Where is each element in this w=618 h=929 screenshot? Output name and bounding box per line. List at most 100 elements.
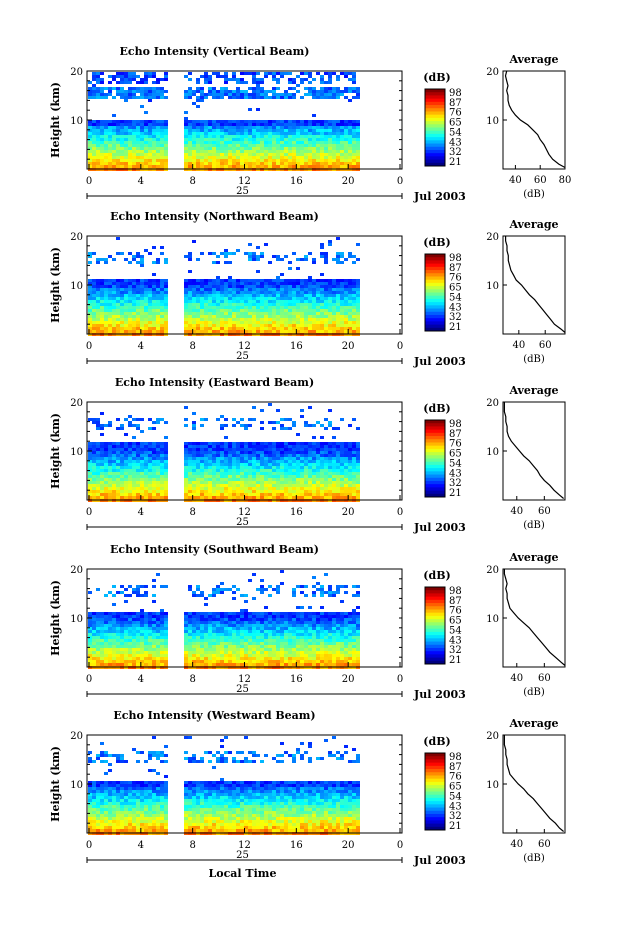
heatmap-cell — [316, 324, 320, 327]
heatmap-cell — [184, 442, 188, 445]
x-tick-label: 0 — [86, 176, 92, 187]
heatmap-cell — [136, 457, 140, 460]
heatmap-cell — [280, 75, 284, 78]
y-tick-label: 20 — [70, 67, 83, 78]
heatmap-cell — [264, 493, 268, 496]
heatmap-cell — [96, 144, 100, 147]
heatmap-cell — [88, 255, 92, 258]
heatmap-cell — [92, 303, 96, 306]
heatmap-cell — [108, 306, 112, 309]
heatmap-cell — [188, 642, 192, 645]
heatmap-cell — [352, 490, 356, 493]
heatmap-cell — [352, 162, 356, 165]
heatmap-cell — [232, 252, 236, 255]
heatmap-cell — [348, 490, 352, 493]
heatmap-cell — [292, 81, 296, 84]
day-label: 25 — [236, 186, 249, 197]
heatmap-cell — [96, 129, 100, 132]
heatmap-cell — [192, 123, 196, 126]
heatmap-cell — [96, 327, 100, 330]
heatmap-cell — [200, 129, 204, 132]
heatmap-cell — [112, 321, 116, 324]
heatmap-cell — [128, 612, 132, 615]
heatmap-cell — [144, 297, 148, 300]
heatmap-cell — [140, 294, 144, 297]
heatmap-cell — [352, 294, 356, 297]
heatmap-cell — [212, 303, 216, 306]
heatmap-cell — [204, 618, 208, 621]
heatmap-cell — [312, 282, 316, 285]
heatmap-cell — [216, 490, 220, 493]
colorbar-frame — [424, 253, 446, 332]
heatmap-cell — [288, 153, 292, 156]
heatmap-cell — [212, 460, 216, 463]
heatmap-cell — [232, 463, 236, 466]
heatmap-cell — [308, 424, 312, 427]
heatmap-cell — [304, 120, 308, 123]
heatmap-cell — [112, 144, 116, 147]
heatmap-cell — [232, 150, 236, 153]
heatmap-cell — [268, 321, 272, 324]
heatmap-cell — [312, 303, 316, 306]
heatmap-cell — [276, 469, 280, 472]
heatmap-cell — [340, 457, 344, 460]
heatmap-cell — [164, 657, 168, 660]
heatmap-cell — [100, 258, 104, 261]
heatmap-cell — [208, 132, 212, 135]
heatmap-cell — [184, 156, 188, 159]
heatmap-cell — [196, 639, 200, 642]
heatmap-cell — [240, 457, 244, 460]
heatmap-cell — [144, 138, 148, 141]
heatmap-cell — [92, 621, 96, 624]
heatmap-cell — [152, 138, 156, 141]
heatmap-cell — [328, 469, 332, 472]
heatmap-cell — [304, 448, 308, 451]
heatmap-cell — [320, 466, 324, 469]
heatmap-cell — [92, 84, 96, 87]
heatmap-cell — [104, 639, 108, 642]
heatmap-cell — [248, 454, 252, 457]
heatmap-cell — [220, 460, 224, 463]
heatmap-cell — [208, 493, 212, 496]
heatmap-cell — [292, 147, 296, 150]
heatmap-cell — [288, 318, 292, 321]
heatmap-cell — [356, 144, 360, 147]
heatmap-cell — [288, 321, 292, 324]
heatmap-cell — [104, 132, 108, 135]
heatmap-cell — [164, 165, 168, 168]
heatmap-cell — [152, 442, 156, 445]
heatmap-cell — [292, 312, 296, 315]
heatmap-cell — [96, 490, 100, 493]
heatmap-cell — [244, 288, 248, 291]
heatmap-cell — [284, 463, 288, 466]
heatmap-cell — [128, 303, 132, 306]
heatmap-cell — [88, 327, 92, 330]
heatmap-cell — [152, 427, 156, 430]
heatmap-cell — [276, 159, 280, 162]
heatmap-cell — [112, 324, 116, 327]
heatmap-cell — [240, 324, 244, 327]
heatmap-cell — [316, 451, 320, 454]
heatmap-cell — [160, 496, 164, 499]
heatmap-cell — [228, 487, 232, 490]
heatmap-cell — [348, 457, 352, 460]
heatmap-cell — [232, 309, 236, 312]
heatmap-cell — [324, 123, 328, 126]
heatmap-cell — [336, 258, 340, 261]
heatmap-cell — [108, 624, 112, 627]
heatmap-cell — [340, 330, 344, 333]
heatmap-cell — [208, 484, 212, 487]
heatmap-cell — [152, 123, 156, 126]
heatmap-cell — [244, 448, 248, 451]
average-y-tick-label: 20 — [486, 398, 499, 409]
heatmap-cell — [272, 318, 276, 321]
heatmap-cell — [128, 448, 132, 451]
heatmap-cell — [136, 90, 140, 93]
heatmap-cell — [244, 312, 248, 315]
colorbar-segment — [425, 305, 445, 310]
heatmap-cell — [320, 165, 324, 168]
heatmap-cell — [264, 469, 268, 472]
heatmap-cell — [252, 135, 256, 138]
colorbar-segment — [425, 321, 445, 326]
heatmap-cell — [324, 445, 328, 448]
